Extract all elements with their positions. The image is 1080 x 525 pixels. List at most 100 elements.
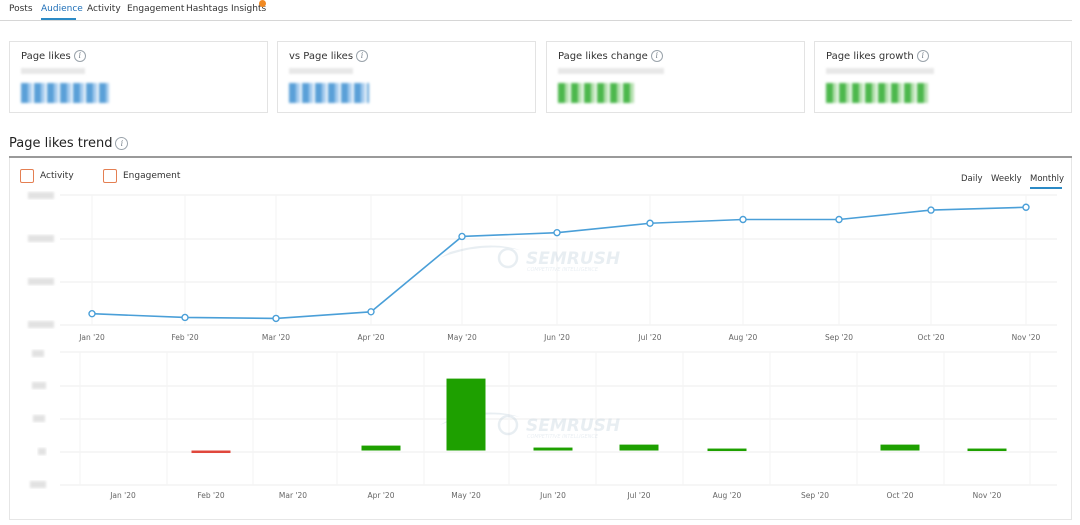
tab-posts[interactable]: Posts [9,4,33,14]
period-monthly[interactable]: Monthly [1030,174,1065,184]
active-tab-indicator [41,18,76,20]
data-point [181,313,189,322]
card-value-blurred [21,83,109,103]
tab-hashtags[interactable]: Hashtags [186,4,229,14]
bar [619,444,659,451]
period-daily[interactable]: Daily [961,174,983,184]
bar [967,448,1007,452]
data-point [927,206,935,214]
card-vs-page-likes: vs Page likes i [277,41,536,113]
x-tick-label: Jul '20 [626,491,650,500]
x-tick-label: Jul '20 [637,333,661,342]
bar [361,445,401,451]
watermark-icon [440,245,520,258]
tab-engagement[interactable]: Engagement [127,4,185,14]
legend-label: Engagement [123,171,181,181]
card-subtitle-blurred [826,68,934,74]
card-title: Page likes [21,51,71,62]
tab-bar: Posts Audience Activity Engagement Hasht… [0,0,1072,21]
card-subtitle-blurred [21,68,85,74]
tab-audience[interactable]: Audience [41,4,83,14]
y-tick-label-blurred [32,350,44,357]
x-tick-label: Sep '20 [801,491,829,500]
bar [446,378,486,451]
tab-insights[interactable]: Insights [231,4,267,14]
bar [191,450,231,454]
x-tick-label: Oct '20 [887,491,914,500]
x-tick-label: Feb '20 [171,333,198,342]
y-tick-label-blurred [30,481,46,488]
x-tick-label: Jan '20 [78,333,105,342]
x-tick-label: Sep '20 [825,333,853,342]
x-tick-label: Aug '20 [729,333,758,342]
period-weekly[interactable]: Weekly [991,174,1022,184]
data-point [458,232,466,241]
x-tick-label: Aug '20 [713,491,742,500]
bar [707,448,747,452]
watermark-subtext: COMPETITIVE INTELLIGENCE [527,434,599,440]
watermark-text: SEMRUSH [526,249,620,269]
checkbox-icon[interactable] [20,169,34,183]
x-tick-label: Oct '20 [918,333,945,342]
x-tick-label: Jan '20 [109,491,136,500]
watermark-icon [497,414,519,436]
legend-label: Activity [40,171,74,181]
data-point [1022,203,1030,211]
watermark-icon [497,247,519,269]
data-point [553,228,561,237]
bar [880,444,920,451]
info-icon[interactable]: i [650,50,663,62]
bar [533,447,573,451]
section-divider [9,156,1072,158]
y-tick-label-blurred [32,382,46,389]
trend-panel [9,158,1072,520]
data-point [88,309,96,318]
info-icon[interactable]: i [916,50,929,62]
notification-dot [259,0,266,7]
x-tick-label: Mar '20 [279,491,307,500]
x-tick-label: Feb '20 [197,491,224,500]
legend-toggle-engagement[interactable]: Engagement [103,169,180,183]
card-page-likes-growth: Page likes growth i [814,41,1072,113]
checkbox-icon[interactable] [103,169,117,183]
active-period-indicator [1030,187,1062,189]
x-tick-label: Jun '20 [539,491,566,500]
x-tick-label: Apr '20 [358,333,385,342]
card-title: Page likes change [558,51,648,62]
x-tick-label: Nov '20 [1012,333,1041,342]
card-value-blurred [826,83,930,103]
card-subtitle-blurred [289,68,353,74]
y-tick-label-blurred [28,321,54,328]
card-subtitle-blurred [558,68,664,74]
info-icon[interactable]: i [73,50,86,62]
watermark-subtext: COMPETITIVE INTELLIGENCE [527,267,599,273]
card-value-blurred [289,83,369,103]
card-page-likes-change: Page likes change i [546,41,805,113]
data-point [835,215,843,224]
y-tick-label-blurred [28,278,54,285]
info-icon[interactable]: i [356,50,369,62]
x-tick-label: Nov '20 [973,491,1002,500]
x-tick-label: Jun '20 [543,333,570,342]
section-title: Page likes trend [9,136,113,151]
card-value-blurred [558,83,636,103]
x-tick-label: Apr '20 [368,491,395,500]
watermark-text: SEMRUSH [526,416,620,436]
y-tick-label-blurred [28,192,54,199]
tab-activity[interactable]: Activity [87,4,121,14]
card-title: Page likes growth [826,51,914,62]
card-title: vs Page likes [289,51,354,62]
data-point [272,314,280,323]
data-point [739,215,747,224]
info-icon[interactable]: i [115,137,129,150]
card-page-likes: Page likes i [9,41,268,113]
y-tick-label-blurred [33,415,45,422]
legend-toggle-activity[interactable]: Activity [20,169,74,183]
x-tick-label: May '20 [447,333,477,342]
y-tick-label-blurred [28,235,54,242]
x-tick-label: Mar '20 [262,333,290,342]
